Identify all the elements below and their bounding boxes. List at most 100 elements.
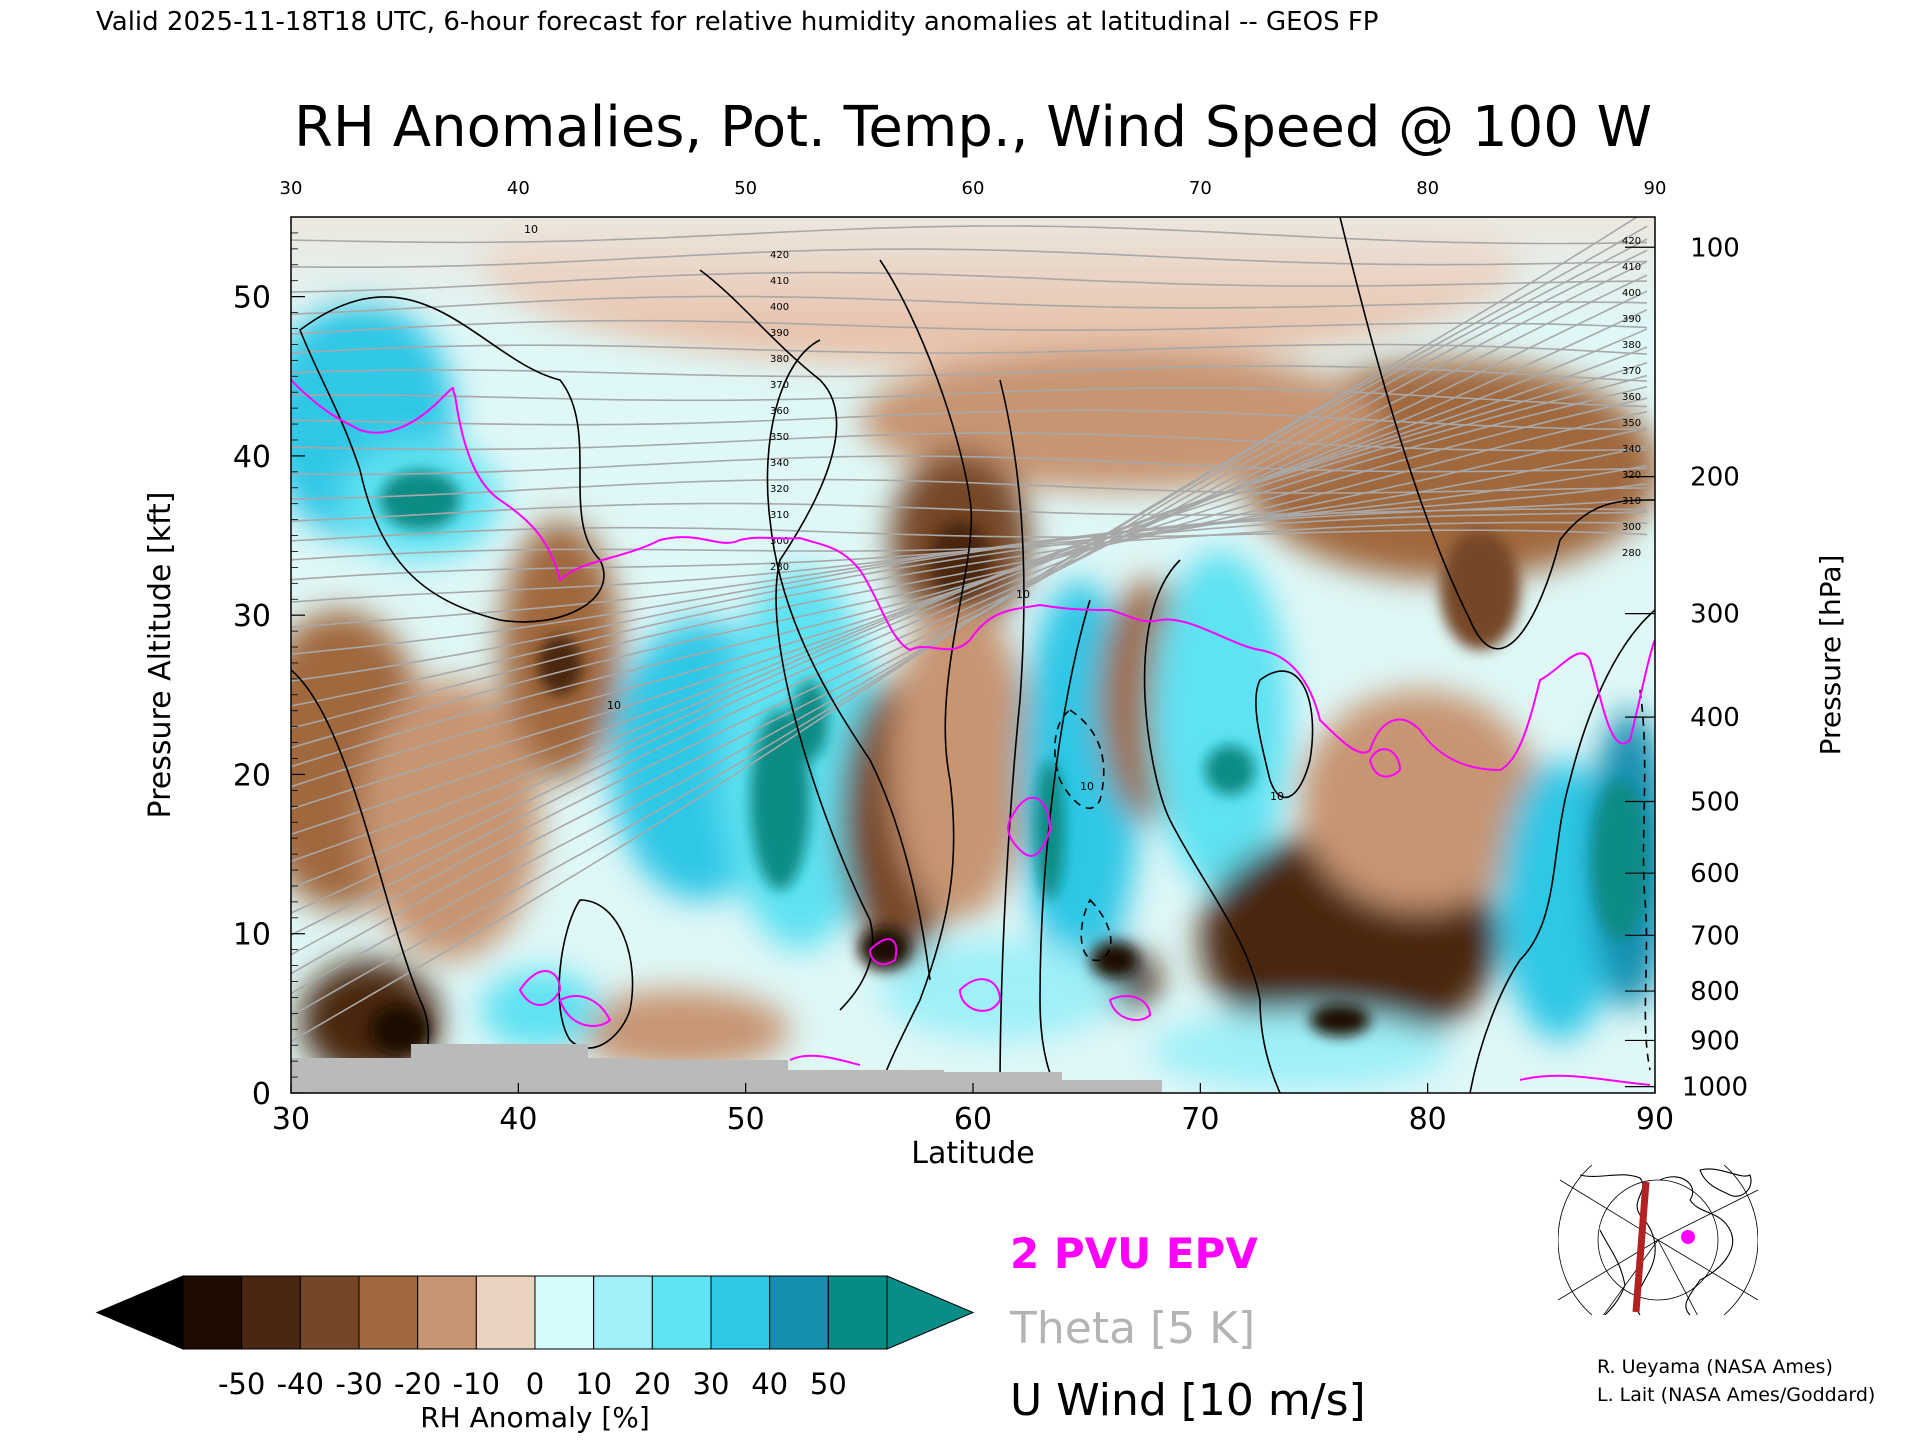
theta-label: 420 [770,250,789,261]
theta-label: 300 [770,536,789,547]
colorbar-swatch [475,1275,536,1350]
colorbar-tick-label: 30 [693,1367,730,1401]
theta-line [291,248,1648,268]
valid-time-line: Valid 2025-11-18T18 UTC, 6-hour forecast… [96,7,1378,37]
x-tick-label: 70 [1181,1102,1219,1137]
epv-2pvu-line [1368,748,1402,778]
map-coastline [1599,1229,1626,1315]
pressure-tick-label: 500 [1690,788,1740,818]
y-tick-label: 40 [233,440,271,475]
map-graticule [1558,1179,1758,1315]
epv-2pvu-line [291,379,1655,772]
theta-label: 280 [770,562,789,573]
wind-contour [1469,609,1655,1093]
wind-contour [1054,709,1105,809]
pressure-tick-label: 700 [1690,921,1740,951]
theta-line [291,260,1648,956]
y-axis-ticks: 0 10 20 30 40 50 [233,232,305,1112]
theta-label: 310 [770,510,789,521]
wind-contour [999,379,1025,1093]
theta-line [291,343,1648,355]
theta-label: 380 [770,354,789,365]
colorbar-tick-label: -30 [335,1367,382,1401]
epv-2pvu-line [1519,1074,1651,1086]
colorbar-swatch [241,1275,301,1350]
theta-label: 320 [770,484,789,495]
colorbar-tick-label: 10 [575,1367,612,1401]
wind-contour-label: 10 [1270,790,1284,803]
y-tick-label: 10 [233,918,271,953]
colorbar-label: RH Anomaly [%] [420,1401,650,1434]
wind-contour [879,259,973,1093]
wind-contour-label: 10 [1080,780,1094,793]
location-marker [1681,1230,1695,1244]
colorbar-tick-label: -20 [394,1367,441,1401]
theta-line [291,319,1648,335]
pressure-tick-label: 300 [1690,600,1740,630]
topography-mask [291,1044,1162,1093]
colorbar-tick-label: -50 [218,1367,265,1401]
wind-contour [558,899,634,1049]
theta-line [291,295,1648,315]
theta-line [291,445,1648,682]
theta-line [291,328,1648,863]
wind-contour [299,296,605,623]
colorbar-swatch [710,1275,771,1350]
y-tick-label: 0 [252,1077,271,1112]
colorbar-swatch [299,1275,360,1350]
theta-label: 340 [770,458,789,469]
wind-contour [1080,898,1112,962]
y-tick-label: 50 [233,281,271,316]
theta-line [291,455,1648,476]
epv-2pvu-line [868,938,898,966]
chart-title: RH Anomalies, Pot. Temp., Wind Speed @ 1… [294,95,1652,160]
colorbar-swatch [417,1275,477,1350]
theta-label: 410 [1622,262,1641,273]
wind-contour [1639,689,1651,1071]
x-top-tick-label: 90 [1644,178,1667,199]
theta-line [291,397,1648,749]
colorbar-underflow [95,1275,184,1350]
x-top-tick-label: 60 [962,178,985,199]
theta-line [291,385,1648,768]
epv-2pvu-line [1108,995,1152,1021]
theta-label: 410 [770,276,789,287]
colorbar-swatch [827,1275,888,1350]
colorbar-swatch [534,1275,595,1350]
map-coastline [1659,1176,1734,1315]
theta-label: 420 [1622,236,1641,247]
credit-line-2: L. Lait (NASA Ames/Goddard) [1597,1384,1875,1406]
x-tick-label: 40 [499,1102,537,1137]
pressure-tick-label: 900 [1690,1026,1740,1056]
x-top-tick-label: 50 [734,178,757,199]
theta-label: 350 [1622,418,1641,429]
inset-map [1558,1165,1758,1315]
x-top-tick-label: 40 [507,178,530,199]
legend-wind: U Wind [10 m/s] [1010,1375,1366,1426]
theta-line [291,225,1648,245]
pressure-tick-label: 400 [1690,703,1740,733]
wind-contour [1339,217,1655,650]
theta-label: 390 [1622,314,1641,325]
y-axis-label: Pressure Altitude [kft] [143,492,178,819]
section-line [1632,1181,1650,1313]
rh-anomaly-field: 420 420 410 410 400 400 390 390 380 380 370 370 360 3… [291,217,1655,1093]
pressure-tick-label: 100 [1690,233,1740,263]
legend-epv: 2 PVU EPV [1010,1229,1258,1278]
colorbar-swatch [593,1275,653,1350]
colorbar-tick-label: 50 [810,1367,847,1401]
wind-contour-label: 10 [607,699,621,712]
colorbar-tick-label: 20 [634,1367,671,1401]
colorbar-swatch [358,1275,419,1350]
colorbar-swatch [182,1275,243,1350]
colorbar-tick-label: 40 [751,1367,788,1401]
x-top-tick-label: 30 [280,178,303,199]
theta-label: 340 [1622,444,1641,455]
theta-line [291,271,1648,293]
theta-line [291,427,1648,707]
epv-contours [291,379,1655,1086]
pressure-axis-ticks: 100 200 300 400 500 600 700 800 900 1000 [1625,233,1748,1103]
theta-line [291,217,1639,1043]
u-wind-contours: 10 10 10 10 10 [291,217,1655,1093]
x-tick-label: 60 [954,1102,992,1137]
